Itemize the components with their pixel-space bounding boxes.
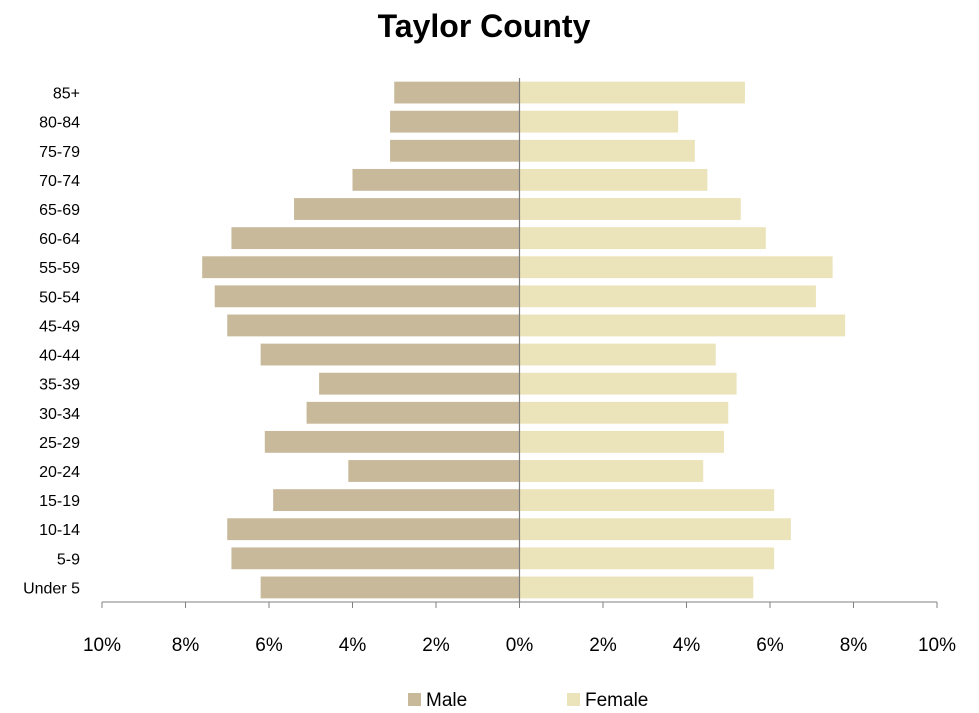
- bar-female-Under 5: [519, 576, 754, 599]
- x-tick-label: 2%: [589, 635, 617, 656]
- bar-male-40-44: [260, 343, 520, 366]
- category-label: 5-9: [57, 551, 80, 568]
- legend-label-male: Male: [426, 690, 467, 711]
- bar-female-70-74: [519, 168, 708, 191]
- bar-male-Under 5: [260, 576, 520, 599]
- bar-male-60-64: [231, 227, 520, 250]
- legend-swatch-female: [567, 693, 580, 706]
- bar-male-65-69: [294, 198, 520, 220]
- category-label: 30-34: [39, 406, 80, 423]
- bar-female-85+: [519, 81, 745, 104]
- x-axis-ticks: 10% 8% 6% 4% 2% 0% 2% 4% 6% 8% 10%: [83, 602, 956, 656]
- bar-female-10-14: [519, 518, 791, 541]
- bar-female-20-24: [519, 460, 704, 482]
- bars-group: [202, 81, 846, 599]
- bar-female-50-54: [519, 285, 816, 308]
- x-tick-label: 8%: [172, 635, 200, 656]
- bar-male-45-49: [227, 314, 520, 337]
- category-label: 25-29: [39, 435, 80, 452]
- category-label: 55-59: [39, 260, 80, 277]
- bar-female-80-84: [519, 110, 679, 133]
- bar-female-75-79: [519, 139, 695, 162]
- bar-female-15-19: [519, 489, 775, 512]
- category-label: 75-79: [39, 144, 80, 161]
- x-tick-label: 6%: [756, 635, 784, 656]
- legend-swatch-male: [408, 693, 421, 706]
- category-label: 70-74: [39, 173, 80, 190]
- category-label: 60-64: [39, 231, 80, 248]
- x-tick-label: 2%: [422, 635, 450, 656]
- category-label: 10-14: [39, 522, 80, 539]
- bar-male-25-29: [264, 430, 520, 453]
- legend-label-female: Female: [585, 690, 648, 711]
- category-label: 15-19: [39, 493, 80, 510]
- bar-male-15-19: [273, 489, 520, 512]
- bar-male-70-74: [352, 168, 520, 191]
- bar-female-65-69: [519, 198, 741, 220]
- bar-female-45-49: [519, 314, 846, 337]
- bar-male-85+: [394, 81, 520, 104]
- bar-male-30-34: [306, 401, 520, 424]
- bar-male-10-14: [227, 518, 520, 541]
- bar-male-75-79: [390, 139, 520, 162]
- category-label: 45-49: [39, 318, 80, 335]
- bar-male-35-39: [319, 372, 520, 395]
- x-tick-label: 4%: [339, 635, 367, 656]
- bar-male-55-59: [202, 256, 520, 279]
- bar-female-25-29: [519, 430, 725, 453]
- bar-female-40-44: [519, 343, 716, 366]
- legend: Male Female: [408, 690, 648, 711]
- bar-male-5-9: [231, 547, 520, 570]
- bar-female-5-9: [519, 547, 775, 570]
- x-tick-label: 10%: [918, 635, 956, 656]
- bar-female-55-59: [519, 256, 833, 279]
- category-label: 40-44: [39, 348, 80, 365]
- bar-male-20-24: [348, 460, 520, 482]
- bar-female-30-34: [519, 401, 729, 424]
- bar-male-80-84: [390, 110, 520, 133]
- x-tick-label: 6%: [255, 635, 283, 656]
- category-labels: 85+ 80-84 75-79 70-74 65-69 60-64 55-59 50-54 45…: [23, 86, 80, 598]
- category-label: 65-69: [39, 202, 80, 219]
- chart-title: Taylor County: [378, 8, 591, 44]
- x-tick-label: 8%: [840, 635, 868, 656]
- x-tick-label: 4%: [673, 635, 701, 656]
- category-label: Under 5: [23, 580, 80, 597]
- x-tick-label: 0%: [506, 635, 534, 656]
- category-label: 80-84: [39, 115, 80, 132]
- category-label: 50-54: [39, 289, 80, 306]
- bar-male-50-54: [214, 285, 520, 308]
- category-label: 20-24: [39, 464, 80, 481]
- bar-female-35-39: [519, 372, 737, 395]
- bar-female-60-64: [519, 227, 766, 250]
- category-label: 35-39: [39, 377, 80, 394]
- category-label: 85+: [53, 86, 80, 103]
- x-tick-label: 10%: [83, 635, 121, 656]
